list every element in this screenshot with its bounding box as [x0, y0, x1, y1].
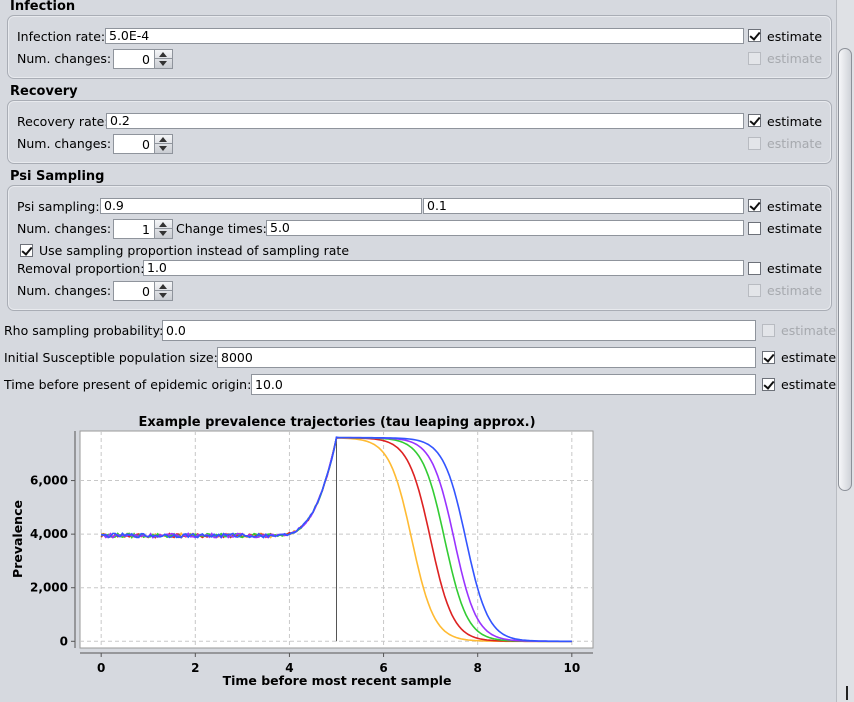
infection-changes-estimate-label: estimate: [767, 51, 823, 66]
psi-sampling-estimate-checkbox[interactable]: [748, 199, 761, 212]
removal-proportion-label: Removal proportion:: [17, 261, 145, 276]
change-times-estimate-checkbox[interactable]: [748, 222, 761, 235]
infection-changes-spinner[interactable]: 0: [113, 49, 173, 69]
prevalence-chart: Example prevalence trajectories (tau lea…: [10, 415, 594, 688]
arrow-up-icon[interactable]: [159, 222, 167, 227]
psi-changes-spinner[interactable]: 1: [113, 219, 173, 239]
recovery-group: [7, 100, 832, 164]
psi-changes-label: Num. changes:: [17, 221, 112, 236]
removal-proportion-input[interactable]: 1.0: [143, 260, 744, 276]
y-axis-label: Prevalence: [10, 500, 25, 578]
axes: 0 2 4 6 8 10 0 2,000 4,000 6,000: [30, 431, 593, 675]
recovery-rate-estimate-checkbox[interactable]: [748, 114, 761, 127]
infection-changes-value[interactable]: 0: [142, 52, 150, 67]
recovery-changes-estimate-label: estimate: [767, 136, 823, 151]
series-group: [100, 436, 572, 643]
x-tick-label: 2: [191, 661, 199, 675]
use-proportion-checkbox[interactable]: [20, 244, 33, 257]
recovery-title: Recovery: [10, 84, 78, 99]
arrow-down-icon[interactable]: [159, 231, 167, 236]
susceptible-estimate-checkbox[interactable]: [762, 351, 775, 364]
rho-estimate-label: estimate: [781, 323, 837, 338]
removal-estimate-checkbox[interactable]: [748, 262, 761, 275]
spinner-arrows[interactable]: [154, 135, 172, 153]
infection-changes-estimate-checkbox: [748, 52, 761, 65]
recovery-rate-estimate-label: estimate: [767, 114, 823, 129]
removal-changes-label: Num. changes:: [17, 283, 112, 298]
recovery-changes-label: Num. changes:: [17, 136, 112, 151]
resize-grip: [846, 686, 848, 700]
susceptible-label: Initial Susceptible population size:: [4, 350, 218, 365]
spinner-arrows[interactable]: [154, 50, 172, 68]
x-tick-label: 0: [97, 661, 105, 675]
rho-input[interactable]: 0.0: [162, 320, 756, 341]
arrow-up-icon[interactable]: [159, 52, 167, 57]
recovery-changes-spinner[interactable]: 0: [113, 134, 173, 154]
recovery-changes-estimate-checkbox: [748, 137, 761, 150]
y-tick-label: 4,000: [30, 527, 68, 541]
arrow-down-icon[interactable]: [159, 61, 167, 66]
infection-group: [7, 15, 832, 79]
recovery-changes-value[interactable]: 0: [142, 137, 150, 152]
susceptible-input[interactable]: 8000: [217, 347, 756, 368]
arrow-down-icon[interactable]: [159, 293, 167, 298]
infection-rate-input[interactable]: 5.0E-4: [105, 28, 744, 44]
change-times-estimate-label: estimate: [767, 221, 823, 236]
y-tick-label: 6,000: [30, 474, 68, 488]
psi-sampling-label: Psi sampling:: [17, 199, 100, 214]
psi-changes-value[interactable]: 1: [142, 222, 150, 237]
psi-sampling-input-1[interactable]: 0.9: [100, 198, 422, 214]
rho-estimate-checkbox: [762, 324, 775, 337]
spinner-arrows[interactable]: [154, 220, 172, 238]
change-times-label: Change times:: [176, 221, 267, 236]
arrow-up-icon[interactable]: [159, 284, 167, 289]
arrow-up-icon[interactable]: [159, 137, 167, 142]
origin-label: Time before present of epidemic origin:: [4, 377, 252, 392]
rho-label: Rho sampling probability:: [4, 323, 164, 338]
chart-title: Example prevalence trajectories (tau lea…: [138, 415, 535, 430]
removal-changes-spinner[interactable]: 0: [113, 281, 173, 301]
x-tick-label: 4: [285, 661, 293, 675]
susceptible-estimate-label: estimate: [781, 350, 837, 365]
y-tick-label: 2,000: [30, 581, 68, 595]
scrollbar-thumb[interactable]: [838, 48, 852, 491]
x-tick-label: 6: [379, 661, 387, 675]
psi-title: Psi Sampling: [10, 169, 105, 184]
trajectory-line: [100, 436, 572, 643]
x-tick-label: 8: [474, 661, 482, 675]
psi-sampling-input-2[interactable]: 0.1: [423, 198, 744, 214]
removal-changes-estimate-label: estimate: [767, 283, 823, 298]
removal-changes-value[interactable]: 0: [142, 284, 150, 299]
origin-input[interactable]: 10.0: [251, 374, 756, 395]
infection-rate-estimate-checkbox[interactable]: [748, 29, 761, 42]
infection-rate-label: Infection rate:: [17, 29, 106, 44]
spinner-arrows[interactable]: [154, 282, 172, 300]
y-tick-label: 0: [60, 634, 68, 648]
infection-rate-estimate-label: estimate: [767, 29, 823, 44]
arrow-down-icon[interactable]: [159, 146, 167, 151]
infection-changes-label: Num. changes:: [17, 51, 112, 66]
removal-changes-estimate-checkbox: [748, 284, 761, 297]
recovery-rate-label: Recovery rate:: [17, 114, 109, 129]
use-proportion-label[interactable]: Use sampling proportion instead of sampl…: [39, 243, 350, 258]
origin-estimate-label: estimate: [781, 377, 837, 392]
x-axis-label: Time before most recent sample: [223, 673, 452, 688]
recovery-rate-input[interactable]: 0.2: [106, 113, 744, 129]
psi-sampling-estimate-label: estimate: [767, 199, 823, 214]
x-tick-label: 10: [563, 661, 580, 675]
infection-title: Infection: [10, 0, 76, 14]
origin-estimate-checkbox[interactable]: [762, 378, 775, 391]
removal-estimate-label: estimate: [767, 261, 823, 276]
change-times-input[interactable]: 5.0: [266, 220, 744, 236]
